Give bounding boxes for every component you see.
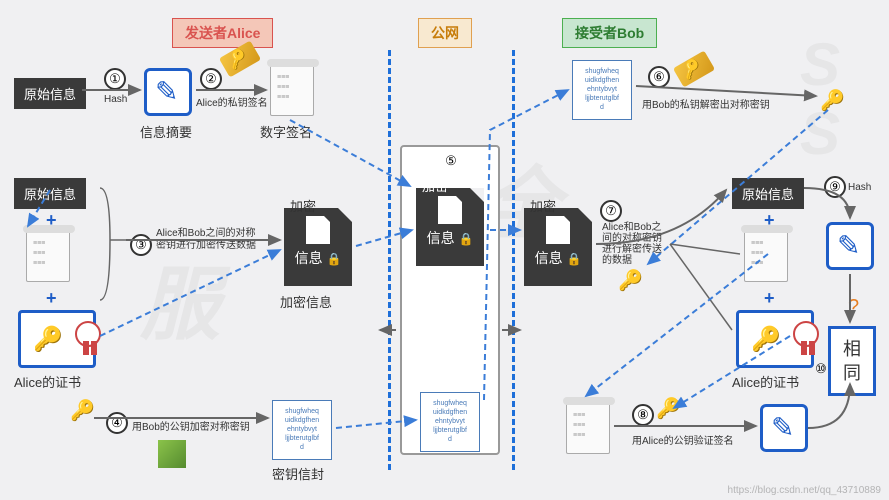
label-alice-sign: Alice的私钥签名 bbox=[196, 94, 268, 109]
step-8: ⑧ bbox=[632, 404, 654, 426]
step-9: ⑨ bbox=[824, 176, 846, 198]
box-orig3: 原始信息 bbox=[732, 178, 804, 209]
enc-text: 信息 bbox=[295, 250, 323, 266]
cert-ribbon bbox=[75, 321, 101, 347]
envelope-bob: shugfwheq uidkdgfhen ehntybvyt ljjbterut… bbox=[572, 60, 632, 120]
bob-pubkey-stamp bbox=[158, 440, 186, 468]
divider-right bbox=[512, 50, 515, 470]
label-hash: Hash bbox=[104, 94, 127, 105]
step-6: ⑥ bbox=[648, 66, 670, 88]
env-text: shugfwheq uidkdgfhen ehntybvyt ljjbterut… bbox=[285, 408, 319, 451]
header-alice: 发送者Alice bbox=[172, 18, 273, 48]
label-bob-priv: 用Bob的私钥解密出对称密钥 bbox=[642, 96, 770, 111]
step-5: ⑤ bbox=[440, 152, 462, 174]
label-bob-pub: 用Bob的公钥加密对称密钥 bbox=[132, 418, 250, 433]
sym-key-icon: 🔑 bbox=[70, 398, 95, 423]
verified-digest bbox=[760, 404, 808, 452]
label-alice-pub: 用Alice的公钥验证签名 bbox=[632, 432, 734, 447]
sym-key-out: 🔑 bbox=[820, 88, 845, 113]
enc-text-c: 信息 bbox=[427, 230, 455, 246]
sig-scroll-3 bbox=[744, 228, 788, 282]
caption-keyenv: 密钥信封 bbox=[272, 464, 324, 483]
caption-sig: 数字签名 bbox=[260, 122, 312, 141]
alice-cert bbox=[18, 310, 96, 368]
caption-cert: Alice的证书 bbox=[14, 372, 81, 391]
key-envelope: shugfwheq uidkdgfhen ehntybvyt ljjbterut… bbox=[272, 400, 332, 460]
env-text-b: shugfwheq uidkdgfhen ehntybvyt ljjbterut… bbox=[585, 68, 619, 111]
question-icon: ? bbox=[848, 296, 859, 319]
caption-cert2: Alice的证书 bbox=[732, 372, 799, 391]
envelope-center: shugfwheq uidkdgfhen ehntybvyt ljjbterut… bbox=[420, 392, 480, 452]
sym-key-dec: 🔑 bbox=[618, 268, 643, 293]
watermark-char: 服 bbox=[140, 240, 220, 356]
signature-scroll bbox=[270, 62, 314, 116]
step-4: ④ bbox=[106, 412, 128, 434]
plus-2: + bbox=[46, 288, 57, 309]
label-sym-dec: Alice和Bob之 间的对称密钥 进行解密传送 的数据 bbox=[602, 222, 662, 266]
alice-cert-2 bbox=[736, 310, 814, 368]
encrypt-box-center: 信息 🔒 bbox=[416, 188, 484, 266]
box-orig2: 原始信息 bbox=[14, 178, 86, 209]
sig-scroll-2 bbox=[26, 228, 70, 282]
step-10: ⑩ bbox=[810, 360, 832, 382]
step-2: ② bbox=[200, 68, 222, 90]
enc-top-label: 加密 bbox=[290, 196, 316, 215]
step-3: ③ bbox=[130, 234, 152, 256]
watermark-url: https://blog.csdn.net/qq_43710889 bbox=[728, 485, 881, 496]
digest-icon-2 bbox=[826, 222, 874, 270]
encrypt-box-1: 信息 🔒 bbox=[284, 208, 352, 286]
cert-ribbon-2 bbox=[793, 321, 819, 347]
label-hash2: Hash bbox=[848, 182, 871, 193]
header-net: 公网 bbox=[418, 18, 472, 48]
result-same: 相 同 bbox=[828, 326, 876, 396]
env-text-c: shugfwheq uidkdgfhen ehntybvyt ljjbterut… bbox=[433, 400, 467, 443]
box-orig1: 原始信息 bbox=[14, 78, 86, 109]
divider-left bbox=[388, 50, 391, 470]
header-bob: 接受者Bob bbox=[562, 18, 657, 48]
alice-pubkey-icon: 🔑 bbox=[656, 396, 681, 421]
step-7: ⑦ bbox=[600, 200, 622, 222]
plus-4: + bbox=[764, 288, 775, 309]
encrypt-box-bob: 信息 🔒 bbox=[524, 208, 592, 286]
step-1: ① bbox=[104, 68, 126, 90]
enc-text-b: 信息 bbox=[535, 250, 563, 266]
enc-b-label: 加密 bbox=[530, 196, 556, 215]
sig-scroll-4 bbox=[566, 400, 610, 454]
bob-privkey-icon bbox=[673, 50, 715, 87]
digest-icon bbox=[144, 68, 192, 116]
enc-c-label: 加密 bbox=[422, 176, 448, 195]
label-sym-enc: Alice和Bob之间的对称 密钥进行加密传送数据 bbox=[156, 228, 256, 252]
caption-encinfo: 加密信息 bbox=[280, 292, 332, 311]
caption-digest: 信息摘要 bbox=[140, 122, 192, 141]
